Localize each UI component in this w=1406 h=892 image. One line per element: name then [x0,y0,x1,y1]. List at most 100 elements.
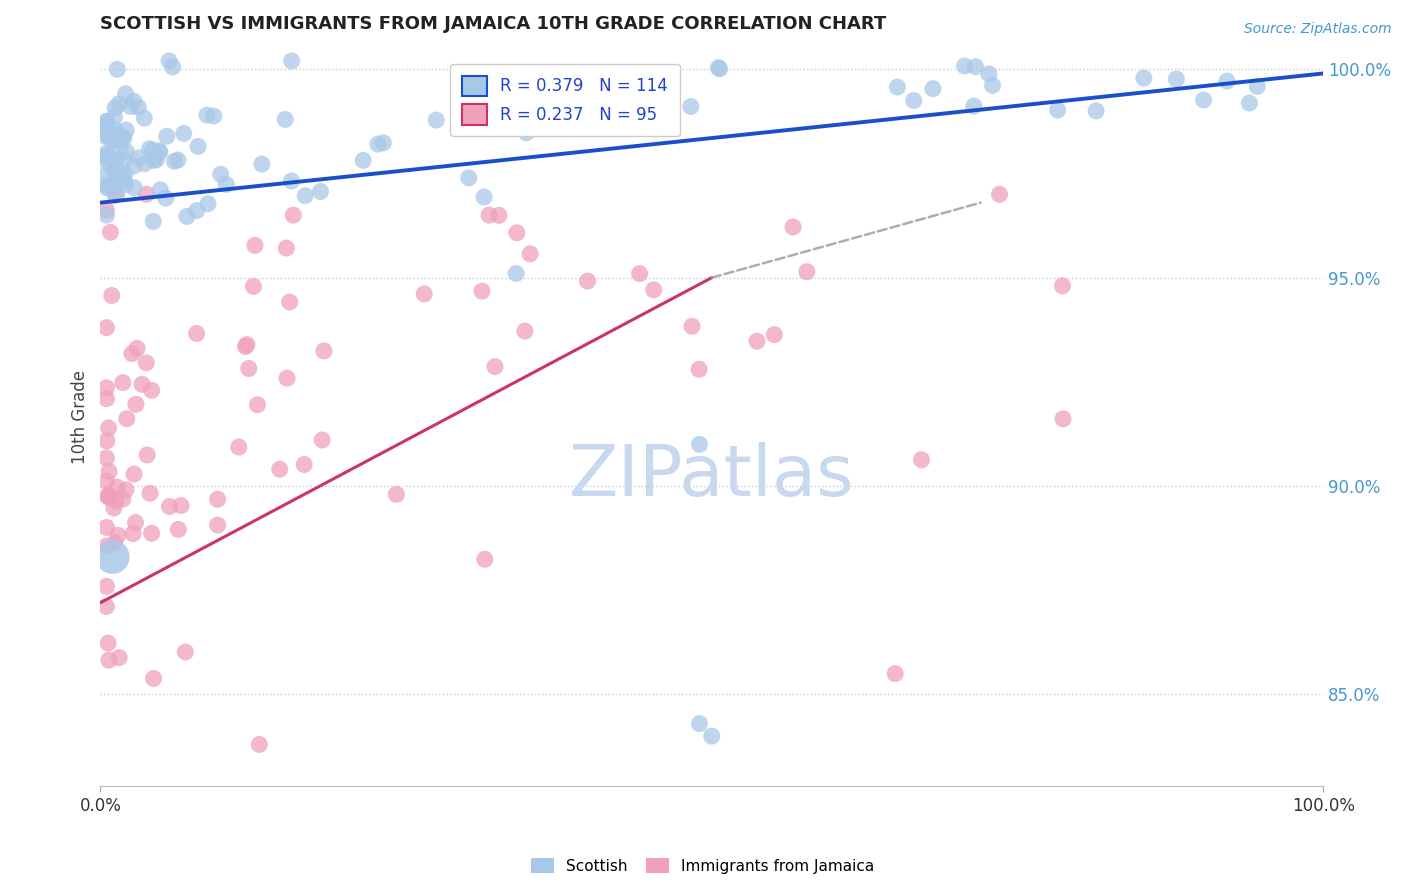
Point [488,208,510,222]
Point [250,157,273,171]
Point [243,238,266,252]
Point [97,421,120,435]
Point [276,241,298,255]
Point [105,62,128,77]
Point [385,487,408,501]
Point [125,397,148,411]
Point [643,283,665,297]
Point [114,167,136,181]
Point [162,60,184,74]
Text: SCOTTISH VS IMMIGRANTS FROM JAMAICA 10TH GRADE CORRELATION CHART: SCOTTISH VS IMMIGRANTS FROM JAMAICA 10TH… [100,15,887,33]
Legend: Scottish, Immigrants from Jamaica: Scottish, Immigrants from Jamaica [526,852,880,880]
Point [782,220,804,235]
Point [689,716,711,731]
Point [107,528,129,542]
Point [143,153,166,168]
Point [101,127,124,141]
Point [135,187,157,202]
Point [505,267,527,281]
Point [103,163,125,178]
Point [247,738,270,752]
Point [1216,74,1239,88]
Point [413,287,436,301]
Point [101,179,124,194]
Point [471,284,494,298]
Point [122,526,145,541]
Point [709,62,731,76]
Point [155,191,177,205]
Point [142,672,165,686]
Point [280,174,302,188]
Point [1133,71,1156,86]
Point [96,520,118,534]
Point [489,116,512,130]
Point [125,341,148,355]
Point [142,214,165,228]
Point [97,129,120,144]
Point [115,145,138,159]
Point [215,178,238,192]
Point [96,392,118,406]
Point [352,153,374,168]
Point [311,433,333,447]
Point [111,492,134,507]
Point [1166,72,1188,87]
Point [110,167,132,181]
Point [104,188,127,202]
Point [96,129,118,144]
Point [474,552,496,566]
Point [292,458,315,472]
Point [134,111,156,125]
Point [186,326,208,341]
Point [103,154,125,169]
Point [963,99,986,113]
Point [242,279,264,293]
Point [122,159,145,173]
Point [98,464,121,478]
Point [96,168,118,182]
Point [104,493,127,508]
Point [108,96,131,111]
Point [105,124,128,138]
Point [478,208,501,222]
Point [1052,278,1074,293]
Point [142,144,165,158]
Point [197,196,219,211]
Point [886,80,908,95]
Point [114,174,136,188]
Point [235,339,257,353]
Point [105,134,128,148]
Point [236,337,259,351]
Point [97,490,120,504]
Point [953,59,976,73]
Point [367,137,389,152]
Point [101,549,124,564]
Point [278,295,301,310]
Point [101,133,124,147]
Point [149,183,172,197]
Point [120,99,142,113]
Point [96,114,118,128]
Point [104,536,127,550]
Point [97,653,120,667]
Point [689,437,711,451]
Point [105,480,128,494]
Point [988,187,1011,202]
Point [149,145,172,159]
Point [202,109,225,123]
Point [884,666,907,681]
Point [96,181,118,195]
Point [309,185,332,199]
Point [280,54,302,68]
Point [312,343,335,358]
Point [97,488,120,502]
Point [108,173,131,187]
Point [1052,412,1074,426]
Point [1246,79,1268,94]
Point [100,288,122,302]
Point [96,579,118,593]
Point [796,265,818,279]
Point [513,324,536,338]
Point [274,112,297,127]
Point [910,452,932,467]
